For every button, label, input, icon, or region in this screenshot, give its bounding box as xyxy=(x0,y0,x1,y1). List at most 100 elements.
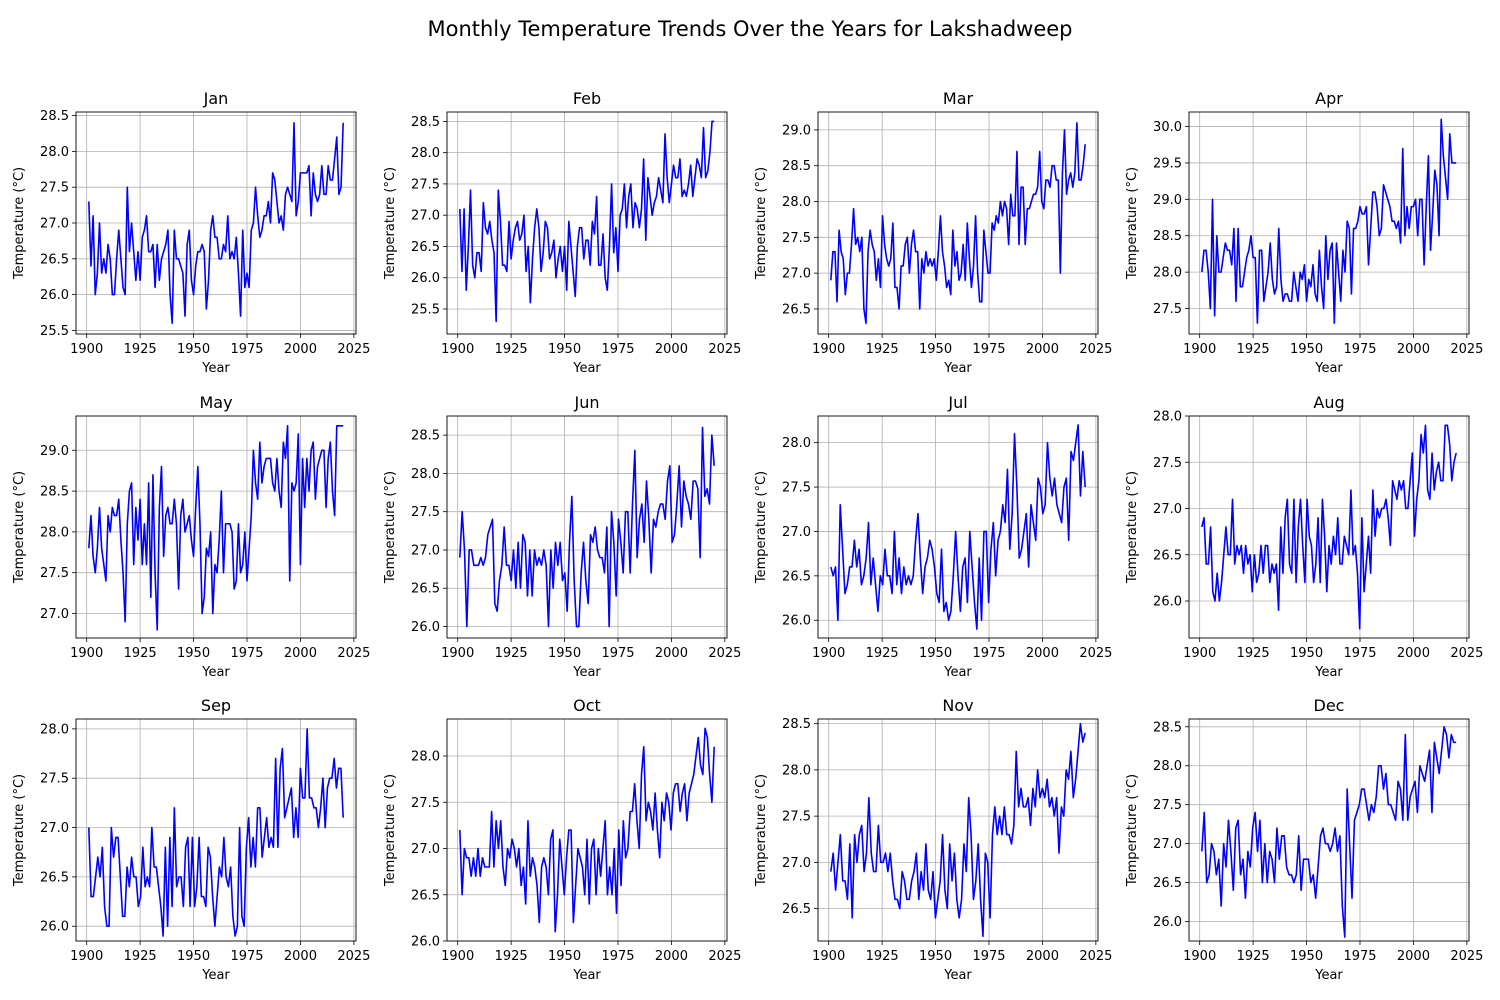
panel-feb: 1900 1925 1950 1975 2000 2025 25.5 26.0 26.5 27.0… xyxy=(383,89,741,376)
series-line-dec xyxy=(1201,725,1457,938)
y-tick-label: 28.0 xyxy=(40,525,69,540)
series-line-nov xyxy=(830,722,1086,938)
x-axis-label: Year xyxy=(1314,361,1343,376)
y-tick-label: 27.0 xyxy=(40,821,69,836)
y-tick-label: 27.0 xyxy=(782,525,811,540)
x-tick-label: 1900 xyxy=(812,646,845,661)
x-tick-label: 1950 xyxy=(548,949,581,964)
x-tick-label: 2000 xyxy=(655,949,688,964)
x-tick-label: 2025 xyxy=(1079,646,1112,661)
y-tick-label: 26.0 xyxy=(1153,595,1182,610)
y-axis-label: Temperature (°C) xyxy=(383,471,398,584)
x-tick-label: 1975 xyxy=(230,646,263,661)
x-axis-label: Year xyxy=(201,968,230,983)
y-tick-label: 25.5 xyxy=(411,302,440,317)
x-tick-label: 2000 xyxy=(284,949,317,964)
x-tick-label: 1925 xyxy=(1237,949,1270,964)
axes-frame xyxy=(1188,111,1470,335)
panel-title: Jan xyxy=(203,89,229,108)
x-tick-label: 2000 xyxy=(1397,646,1430,661)
y-axis-label: Temperature (°C) xyxy=(754,471,769,584)
panel-title: Apr xyxy=(1315,89,1343,108)
y-tick-label: 26.0 xyxy=(1153,915,1182,930)
x-tick-label: 1925 xyxy=(1237,342,1270,357)
figure-title: Monthly Temperature Trends Over the Year… xyxy=(427,17,1072,41)
x-axis-label: Year xyxy=(1314,968,1343,983)
x-tick-label: 1975 xyxy=(601,949,634,964)
x-tick-label: 1900 xyxy=(70,646,103,661)
y-tick-label: 28.0 xyxy=(1153,759,1182,774)
x-axis-label: Year xyxy=(943,361,972,376)
x-axis-label: Year xyxy=(572,361,601,376)
axes-frame xyxy=(446,111,728,335)
y-tick-label: 26.5 xyxy=(1153,876,1182,891)
y-tick-label: 29.5 xyxy=(1153,156,1182,171)
y-axis-label: Temperature (°C) xyxy=(754,167,769,280)
y-tick-label: 26.0 xyxy=(782,614,811,629)
y-tick-label: 28.5 xyxy=(1153,229,1182,244)
axes-frame xyxy=(1188,718,1470,942)
x-tick-label: 2025 xyxy=(708,646,741,661)
x-tick-label: 1950 xyxy=(919,646,952,661)
panel-jul: 1900 1925 1950 1975 2000 2025 26.0 26.5 27.0 27.5… xyxy=(754,393,1112,680)
y-tick-label: 26.0 xyxy=(411,935,440,950)
panel-title: Aug xyxy=(1313,393,1344,412)
axes-frame xyxy=(446,718,728,942)
panel-title: Jul xyxy=(947,393,967,412)
panel-title: Nov xyxy=(942,696,973,715)
panel-jun: 1900 1925 1950 1975 2000 2025 26.0 26.5 27.0 27.5… xyxy=(383,393,741,680)
x-tick-label: 1975 xyxy=(972,646,1005,661)
y-tick-label: 27.0 xyxy=(782,267,811,282)
x-tick-label: 2000 xyxy=(284,646,317,661)
y-tick-label: 26.5 xyxy=(1153,548,1182,563)
y-tick-label: 27.0 xyxy=(40,607,69,622)
x-tick-label: 1975 xyxy=(230,949,263,964)
axes-frame xyxy=(446,415,728,639)
series-line-sep xyxy=(88,728,344,937)
x-axis-label: Year xyxy=(943,665,972,680)
panel-nov: 1900 1925 1950 1975 2000 2025 26.5 27.0 27.5 28.0… xyxy=(754,696,1112,983)
x-tick-label: 1975 xyxy=(1343,646,1376,661)
panel-title: Jun xyxy=(574,393,600,412)
y-tick-label: 28.5 xyxy=(1153,720,1182,735)
y-tick-label: 26.5 xyxy=(411,240,440,255)
y-tick-label: 27.5 xyxy=(411,505,440,520)
x-tick-label: 1925 xyxy=(124,646,157,661)
y-tick-label: 27.5 xyxy=(782,810,811,825)
x-tick-label: 2000 xyxy=(655,646,688,661)
y-tick-label: 26.0 xyxy=(411,271,440,286)
y-tick-label: 28.5 xyxy=(40,109,69,124)
y-tick-label: 26.0 xyxy=(411,620,440,635)
x-tick-label: 2000 xyxy=(1026,646,1059,661)
x-tick-label: 1950 xyxy=(919,342,952,357)
y-tick-label: 28.0 xyxy=(411,750,440,765)
panel-oct: 1900 1925 1950 1975 2000 2025 26.0 26.5 27.0 27.5… xyxy=(383,696,741,983)
panel-title: Oct xyxy=(573,696,601,715)
series-line-jul xyxy=(830,424,1086,630)
x-tick-label: 2000 xyxy=(284,342,317,357)
x-tick-label: 1900 xyxy=(70,949,103,964)
x-tick-label: 1900 xyxy=(812,342,845,357)
y-tick-label: 26.0 xyxy=(40,288,69,303)
x-tick-label: 1900 xyxy=(441,342,474,357)
x-tick-label: 1925 xyxy=(495,949,528,964)
x-tick-label: 1925 xyxy=(866,646,899,661)
y-tick-label: 26.5 xyxy=(782,902,811,917)
x-tick-label: 1925 xyxy=(495,342,528,357)
y-axis-label: Temperature (°C) xyxy=(1125,774,1140,887)
y-tick-label: 28.0 xyxy=(40,722,69,737)
panel-dec: 1900 1925 1950 1975 2000 2025 26.0 26.5 27.0 27.5… xyxy=(1125,696,1483,983)
x-tick-label: 1975 xyxy=(972,342,1005,357)
series-line-mar xyxy=(830,121,1086,325)
panel-title: Sep xyxy=(201,696,231,715)
x-tick-label: 1900 xyxy=(1183,949,1216,964)
x-tick-label: 1975 xyxy=(601,342,634,357)
panel-title: Feb xyxy=(573,89,601,108)
y-tick-label: 27.5 xyxy=(40,566,69,581)
y-tick-label: 26.5 xyxy=(40,870,69,885)
x-tick-label: 1950 xyxy=(177,646,210,661)
x-tick-label: 1950 xyxy=(177,949,210,964)
x-tick-label: 2025 xyxy=(1079,342,1112,357)
x-tick-label: 1950 xyxy=(1290,949,1323,964)
